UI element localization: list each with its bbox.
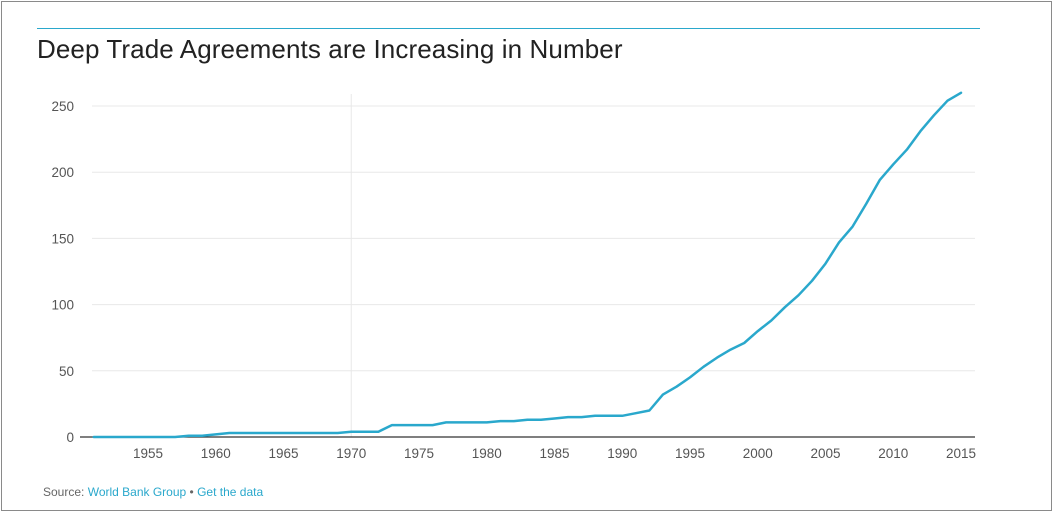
source-link[interactable]: World Bank Group: [87, 485, 187, 499]
x-tick-label: 1985: [539, 446, 569, 461]
x-tick-label: 2005: [810, 446, 840, 461]
x-tick-label: 1975: [404, 446, 434, 461]
y-tick-label: 100: [51, 298, 74, 313]
title-rule: [37, 28, 980, 29]
x-tick-label: 1980: [472, 446, 502, 461]
chart-title: Deep Trade Agreements are Increasing in …: [37, 34, 623, 64]
y-tick-label: 150: [51, 231, 74, 246]
x-tick-label: 2010: [878, 446, 908, 461]
y-tick-label: 250: [51, 99, 74, 114]
y-tick-label: 200: [51, 165, 74, 180]
x-tick-label: 2000: [743, 446, 773, 461]
series-line: [92, 91, 963, 439]
source-separator: •: [186, 485, 198, 499]
x-tick-label: 1990: [607, 446, 637, 461]
y-tick-label: 0: [66, 430, 74, 445]
x-tick-label: 1955: [133, 446, 163, 461]
get-data-link[interactable]: Get the data: [197, 485, 264, 499]
x-tick-label: 2015: [946, 446, 976, 461]
x-tick-label: 1965: [268, 446, 298, 461]
x-tick-label: 1995: [675, 446, 705, 461]
x-tick-label: 1970: [336, 446, 366, 461]
x-tick-label: 1960: [201, 446, 231, 461]
source-prefix: Source:: [43, 485, 88, 499]
y-tick-label: 50: [59, 364, 74, 379]
source-note: Source: World Bank Group • Get the data: [43, 485, 263, 499]
